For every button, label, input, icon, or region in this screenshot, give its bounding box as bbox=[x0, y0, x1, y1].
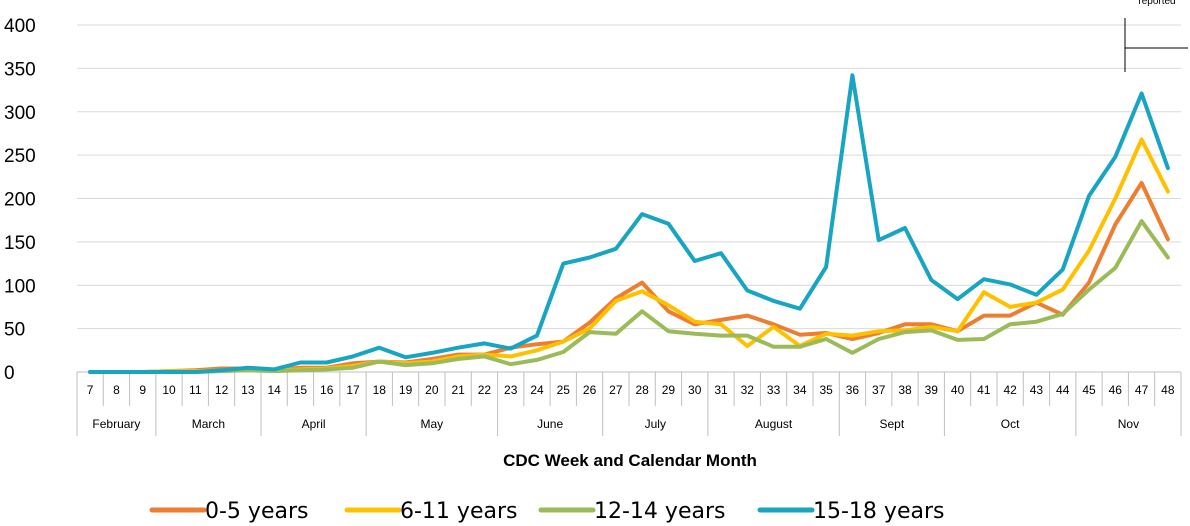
x-tick-label: 11 bbox=[189, 383, 202, 397]
x-tick-label: 35 bbox=[819, 383, 833, 397]
x-tick-label: 28 bbox=[635, 383, 649, 397]
x-tick-label: 38 bbox=[898, 383, 912, 397]
x-tick-label: 24 bbox=[530, 383, 544, 397]
x-tick-label: 9 bbox=[139, 383, 146, 397]
x-tick-label: 47 bbox=[1135, 383, 1149, 397]
legend-label: 12-14 years bbox=[594, 499, 725, 524]
x-tick-label: 23 bbox=[504, 383, 518, 397]
x-tick-label: 39 bbox=[925, 383, 939, 397]
month-label: March bbox=[192, 417, 225, 431]
grid-lines bbox=[77, 24, 1181, 330]
x-tick-label: 25 bbox=[557, 383, 571, 397]
annotation: reported bbox=[1124, 0, 1188, 72]
y-tick-label: 250 bbox=[4, 146, 36, 167]
legend-label: 6-11 years bbox=[400, 499, 517, 524]
x-tick-label: 10 bbox=[162, 383, 176, 397]
x-tick-label: 27 bbox=[609, 383, 623, 397]
x-tick-label: 20 bbox=[425, 383, 439, 397]
month-label: Oct bbox=[1001, 417, 1020, 431]
y-tick-label: 150 bbox=[4, 233, 36, 254]
x-tick-label: 33 bbox=[767, 383, 781, 397]
y-tick-label: 100 bbox=[4, 276, 36, 297]
y-tick-label: 50 bbox=[4, 320, 25, 341]
x-tick-label: 41 bbox=[977, 383, 991, 397]
month-label: Nov bbox=[1118, 417, 1139, 431]
x-tick-label: 7 bbox=[87, 383, 94, 397]
x-tick-label: 18 bbox=[373, 383, 387, 397]
series-line-6-11-years bbox=[88, 137, 1170, 374]
x-tick-label: 37 bbox=[872, 383, 886, 397]
y-tick-label: 350 bbox=[4, 59, 36, 80]
x-tick-label: 29 bbox=[662, 383, 676, 397]
x-axis-label: CDC Week and Calendar Month bbox=[503, 451, 757, 470]
x-tick-label: 8 bbox=[113, 383, 120, 397]
x-tick-label: 48 bbox=[1161, 383, 1175, 397]
x-tick-label: 46 bbox=[1109, 383, 1123, 397]
series-line-15-18-years bbox=[88, 73, 1170, 374]
y-axis: 0 50 100 150 200 250 300 350 400 bbox=[4, 16, 36, 384]
y-tick-label: 200 bbox=[4, 190, 36, 211]
x-tick-label: 21 bbox=[451, 383, 465, 397]
series-line-0-5-years bbox=[88, 180, 1170, 374]
y-tick-label: 300 bbox=[4, 103, 36, 124]
legend: 0-5 years 6-11 years 12-14 years 15-18 year… bbox=[149, 499, 944, 524]
x-tick-label: 34 bbox=[793, 383, 807, 397]
legend-label: 0-5 years bbox=[205, 499, 308, 524]
x-tick-label: 22 bbox=[478, 383, 492, 397]
x-tick-label: 16 bbox=[320, 383, 334, 397]
month-label: August bbox=[755, 417, 793, 431]
x-tick-label: 17 bbox=[346, 383, 360, 397]
month-label: Sept bbox=[880, 417, 905, 431]
x-axis: 7 8 9 10 11 12 13 14 15 16 17 18 19 20 21 22 23 24 25 26 27 2… bbox=[76, 371, 1182, 436]
month-label: July bbox=[645, 417, 666, 431]
x-tick-label: 40 bbox=[951, 383, 965, 397]
y-tick-label: 0 bbox=[4, 363, 15, 384]
x-tick-label: 42 bbox=[1003, 383, 1017, 397]
x-tick-label: 19 bbox=[399, 383, 413, 397]
x-tick-label: 26 bbox=[583, 383, 597, 397]
x-tick-label: 13 bbox=[241, 383, 255, 397]
x-tick-label: 30 bbox=[688, 383, 702, 397]
x-tick-label: 36 bbox=[846, 383, 860, 397]
legend-label: 15-18 years bbox=[813, 499, 944, 524]
x-tick-label: 32 bbox=[741, 383, 755, 397]
x-tick-label: 43 bbox=[1030, 383, 1044, 397]
month-label: June bbox=[537, 417, 563, 431]
x-tick-label: 15 bbox=[294, 383, 308, 397]
y-tick-label: 400 bbox=[4, 16, 36, 37]
month-label: April bbox=[302, 417, 326, 431]
series-lines bbox=[88, 73, 1170, 374]
x-tick-label: 14 bbox=[267, 383, 281, 397]
annotation-text: reported bbox=[1138, 0, 1175, 7]
month-label: May bbox=[421, 417, 444, 431]
x-tick-label: 44 bbox=[1056, 383, 1070, 397]
x-tick-label: 12 bbox=[215, 383, 229, 397]
x-tick-label: 45 bbox=[1082, 383, 1096, 397]
x-tick-label: 31 bbox=[714, 383, 728, 397]
month-label: February bbox=[92, 417, 140, 431]
